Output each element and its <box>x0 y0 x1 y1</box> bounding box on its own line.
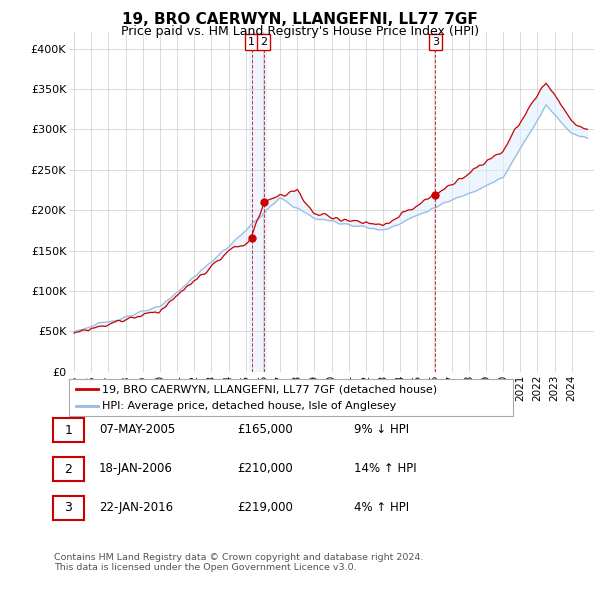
Bar <box>249 32 266 372</box>
Text: £210,000: £210,000 <box>237 462 293 475</box>
Text: 14% ↑ HPI: 14% ↑ HPI <box>354 462 416 475</box>
Text: 2: 2 <box>64 463 73 476</box>
Text: 2: 2 <box>260 37 267 47</box>
Text: £219,000: £219,000 <box>237 501 293 514</box>
Text: HPI: Average price, detached house, Isle of Anglesey: HPI: Average price, detached house, Isle… <box>102 401 397 411</box>
Text: 3: 3 <box>64 502 73 514</box>
Text: This data is licensed under the Open Government Licence v3.0.: This data is licensed under the Open Gov… <box>54 563 356 572</box>
Text: 07-MAY-2005: 07-MAY-2005 <box>99 423 175 436</box>
Text: 4% ↑ HPI: 4% ↑ HPI <box>354 501 409 514</box>
Text: £165,000: £165,000 <box>237 423 293 436</box>
Text: Contains HM Land Registry data © Crown copyright and database right 2024.: Contains HM Land Registry data © Crown c… <box>54 553 424 562</box>
Text: Price paid vs. HM Land Registry's House Price Index (HPI): Price paid vs. HM Land Registry's House … <box>121 25 479 38</box>
Text: 9% ↓ HPI: 9% ↓ HPI <box>354 423 409 436</box>
Text: 18-JAN-2006: 18-JAN-2006 <box>99 462 173 475</box>
Text: 19, BRO CAERWYN, LLANGEFNI, LL77 7GF (detached house): 19, BRO CAERWYN, LLANGEFNI, LL77 7GF (de… <box>102 384 437 394</box>
Text: 3: 3 <box>432 37 439 47</box>
Text: 1: 1 <box>64 424 73 437</box>
Text: 1: 1 <box>248 37 255 47</box>
Text: 22-JAN-2016: 22-JAN-2016 <box>99 501 173 514</box>
Text: 19, BRO CAERWYN, LLANGEFNI, LL77 7GF: 19, BRO CAERWYN, LLANGEFNI, LL77 7GF <box>122 12 478 27</box>
